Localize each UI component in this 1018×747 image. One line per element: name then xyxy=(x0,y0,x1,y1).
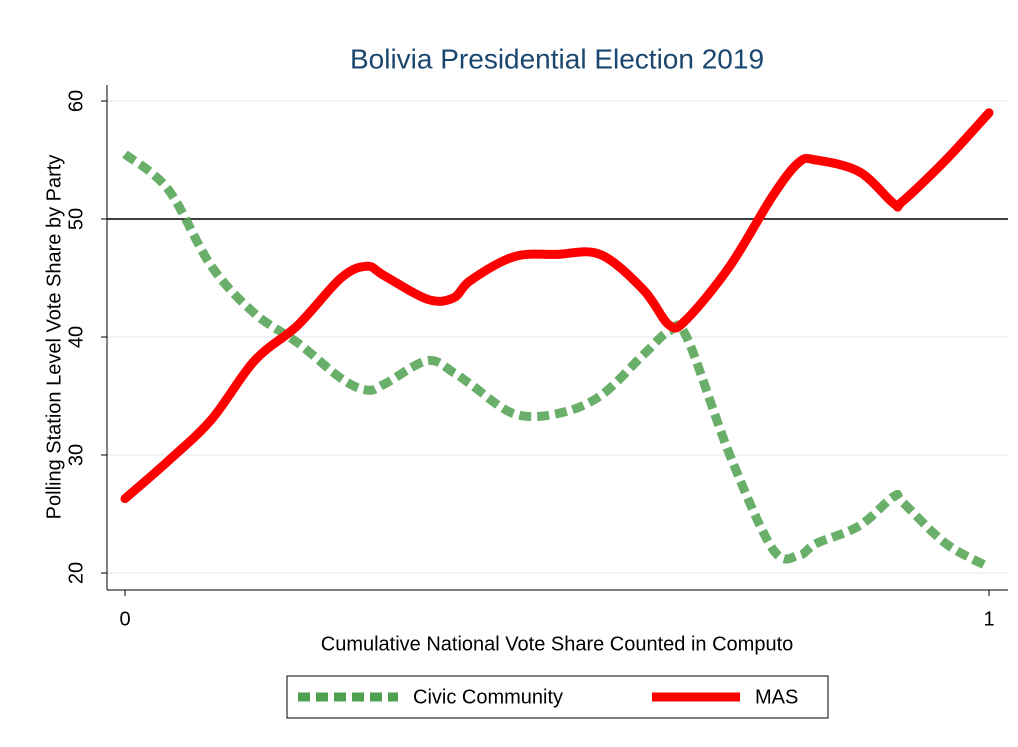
y-tick-label: 60 xyxy=(65,90,87,112)
x-tick-label: 0 xyxy=(119,608,130,630)
legend-label: Civic Community xyxy=(413,686,563,708)
y-tick-label: 40 xyxy=(65,326,87,348)
series-line xyxy=(122,150,992,572)
y-tick-label: 20 xyxy=(65,562,87,584)
y-axis-label: Polling Station Level Vote Share by Part… xyxy=(43,155,65,520)
y-tick-label: 50 xyxy=(65,208,87,230)
x-axis-label: Cumulative National Vote Share Counted i… xyxy=(321,633,794,655)
legend-label: MAS xyxy=(755,686,798,708)
series-line xyxy=(120,108,994,504)
x-tick-label: 1 xyxy=(983,608,994,630)
chart-title: Bolivia Presidential Election 2019 xyxy=(350,43,764,74)
y-tick-label: 30 xyxy=(65,444,87,466)
